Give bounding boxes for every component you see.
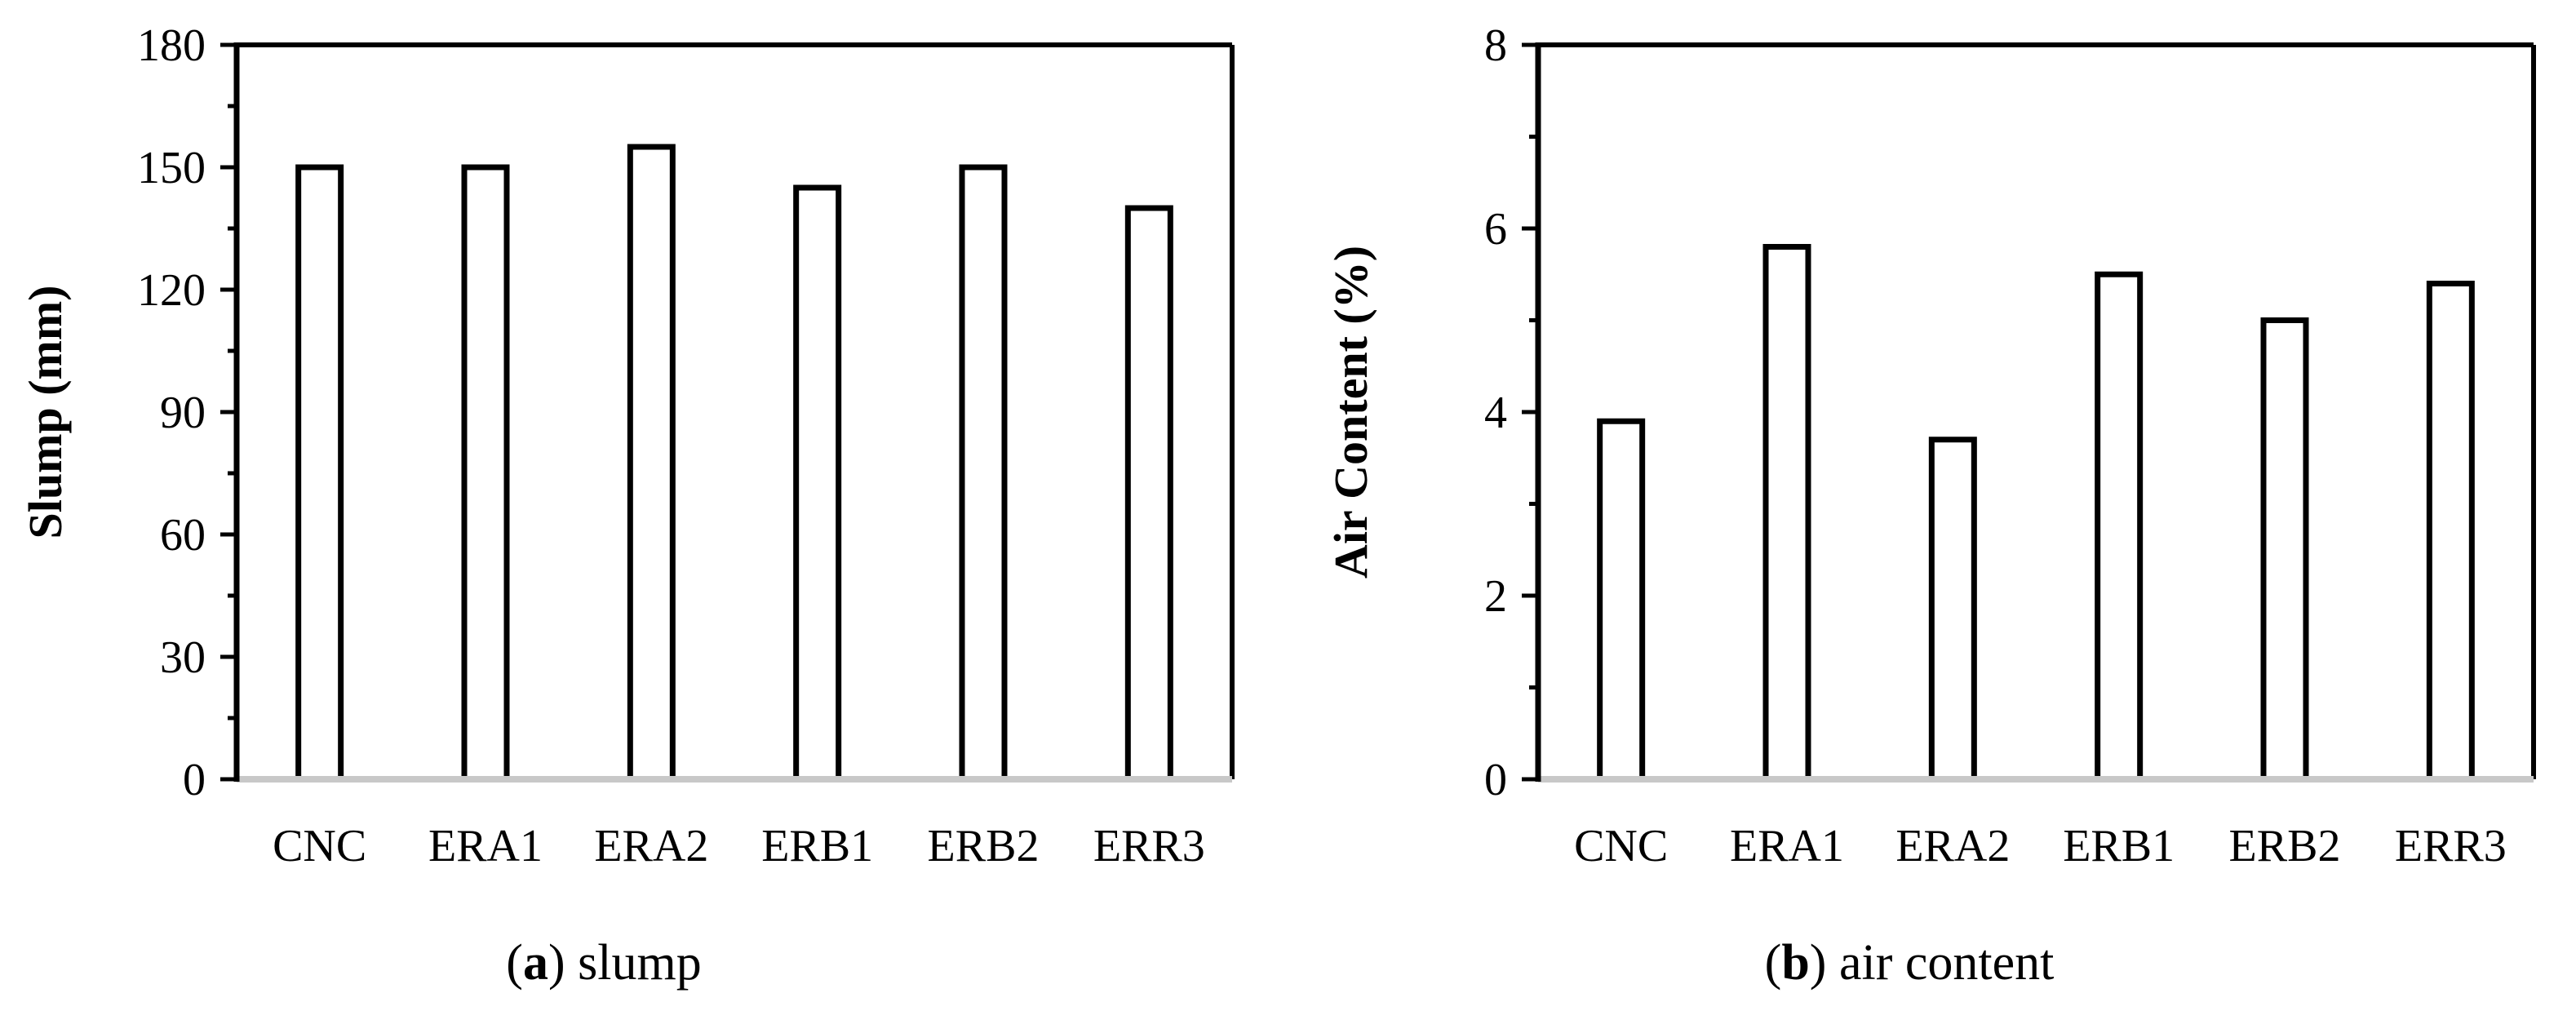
panel-caption: (b) air content — [1765, 935, 2055, 991]
x-tick-label-err3: ERR3 — [2395, 821, 2507, 871]
bar-cnc — [295, 164, 344, 783]
bar-era1 — [461, 164, 510, 783]
x-tick-label-cnc: CNC — [1574, 821, 1668, 871]
caption-paren-close: ) — [1810, 935, 1839, 991]
y-tick-label: 90 — [160, 388, 206, 438]
y-tick-label: 120 — [137, 265, 206, 316]
caption-paren-open: ( — [506, 935, 523, 991]
chart-panel-a: 0 30 60 90 120 150 180 CNC ERA1 ERA2 ERB1 ERB2 ERR3 S… — [19, 20, 1235, 991]
y-tick-label: 150 — [137, 143, 206, 193]
bar-era2 — [627, 144, 676, 783]
x-tick-label-era2: ERA2 — [594, 821, 708, 871]
y-tick-label: 30 — [160, 632, 206, 683]
x-tick-label-era1: ERA1 — [1730, 821, 1844, 871]
y-tick-label: 4 — [1484, 388, 1507, 438]
y-tick-label: 6 — [1484, 204, 1507, 255]
bar-erb2 — [2260, 317, 2309, 783]
y-tick-label: 2 — [1484, 571, 1507, 622]
x-tick-label-erb2: ERB2 — [928, 821, 1040, 871]
x-tick-label-erb1: ERB1 — [761, 821, 873, 871]
bar-erb1 — [2095, 271, 2144, 783]
y-tick-label: 180 — [137, 20, 206, 71]
bar-era1 — [1762, 244, 1811, 783]
x-tick-label-era2: ERA2 — [1895, 821, 2010, 871]
y-axis-title: Air Content (%) — [1324, 246, 1377, 579]
x-tick-label-erb1: ERB1 — [2063, 821, 2175, 871]
x-tick-label-err3: ERR3 — [1093, 821, 1205, 871]
bar-err3 — [1124, 205, 1173, 783]
y-tick-label: 8 — [1484, 20, 1507, 71]
bar-erb2 — [959, 164, 1008, 783]
bar-erb1 — [793, 184, 842, 783]
bar-cnc — [1597, 418, 1646, 783]
y-tick-label: 0 — [183, 755, 206, 805]
caption-letter: b — [1781, 935, 1809, 991]
caption-text: air content — [1839, 935, 2054, 991]
y-tick-label: 60 — [160, 510, 206, 561]
bar-era2 — [1928, 437, 1977, 783]
chart-panel-b: 0 2 4 6 8 CNC ERA1 ERA2 ERB1 ERB2 ERR3 Air Content … — [1324, 20, 2536, 991]
caption-text: slump — [578, 935, 702, 991]
x-tick-label-era1: ERA1 — [428, 821, 543, 871]
panel-caption: (a) slump — [506, 935, 701, 991]
caption-letter: a — [523, 935, 548, 991]
y-tick-label: 0 — [1484, 755, 1507, 805]
y-axis-title: Slump (mm) — [19, 286, 72, 539]
caption-paren-close: ) — [548, 935, 578, 991]
x-tick-label-erb2: ERB2 — [2229, 821, 2341, 871]
caption-paren-open: ( — [1765, 935, 1782, 991]
bar-err3 — [2426, 281, 2475, 783]
x-tick-label-cnc: CNC — [273, 821, 366, 871]
